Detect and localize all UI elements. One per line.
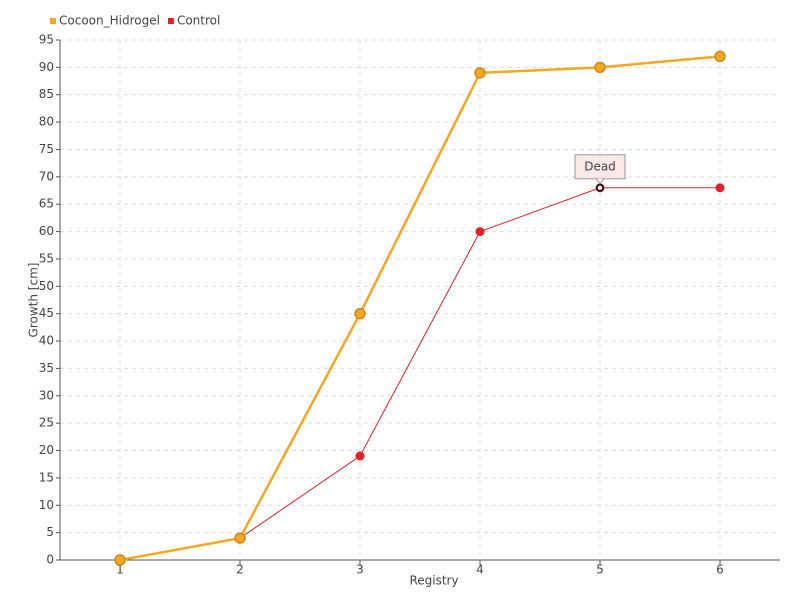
series-line: [119, 187, 720, 561]
legend-swatch: [50, 18, 56, 24]
y-axis-title: Growth [cm]: [27, 263, 41, 338]
y-tick-label: 75: [39, 142, 54, 156]
x-tick-label: 4: [476, 563, 484, 577]
x-axis-title: Registry: [409, 574, 458, 588]
legend-label: Control: [177, 14, 220, 28]
y-tick-label: 20: [39, 443, 54, 457]
y-tick-label: 50: [39, 279, 54, 293]
y-tick-label: 40: [39, 334, 54, 348]
data-point: [594, 61, 606, 74]
y-tick-label: 65: [39, 197, 54, 211]
legend-label: Cocoon_Hidrogel: [59, 14, 160, 28]
data-point: [354, 307, 366, 320]
y-tick-label: 25: [39, 416, 54, 430]
y-tick-label: 30: [39, 388, 54, 402]
y-tick-label: 90: [39, 60, 54, 74]
y-tick-label: 80: [39, 115, 54, 129]
annotation-pointer: [595, 178, 605, 185]
annotation-text: Dead: [584, 159, 616, 173]
annotation-box: [574, 154, 626, 180]
data-point: [234, 532, 246, 544]
y-tick-label: 10: [39, 498, 54, 512]
y-tick-label: 5: [46, 525, 54, 539]
annotation-point: [596, 184, 604, 192]
series-line: [119, 55, 721, 562]
data-point: [715, 183, 725, 193]
data-point: [714, 50, 726, 63]
x-tick-label: 1: [116, 563, 124, 577]
y-tick-label: 55: [39, 251, 54, 265]
y-tick-label: 0: [46, 553, 54, 567]
data-point: [474, 67, 486, 79]
legend-swatch: [167, 18, 174, 24]
x-tick-label: 2: [236, 563, 244, 577]
x-tick-label: 5: [596, 563, 604, 577]
data-point: [475, 227, 485, 237]
y-tick-label: 15: [39, 470, 54, 484]
x-tick-label: 6: [716, 563, 724, 577]
y-tick-label: 70: [39, 169, 54, 183]
data-point: [114, 554, 126, 566]
y-tick-label: 85: [39, 87, 54, 101]
x-tick-label: 3: [356, 563, 364, 577]
y-tick-label: 60: [39, 224, 54, 238]
data-point: [355, 451, 365, 461]
y-tick-label: 45: [39, 306, 54, 320]
y-tick-label: 95: [39, 33, 54, 47]
y-tick-label: 35: [39, 361, 54, 375]
